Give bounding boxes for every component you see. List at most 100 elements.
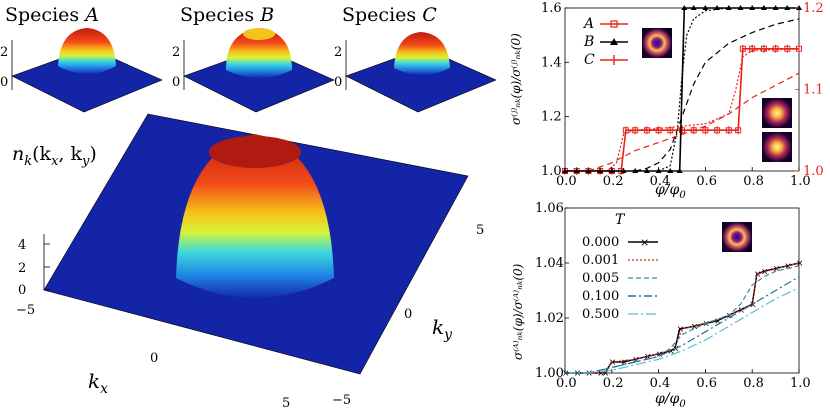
tr-point-B — [632, 168, 639, 173]
surface-dome — [176, 134, 334, 298]
tr-ytick-right-label: 1.2 — [803, 1, 824, 16]
br-point-T0: × — [702, 320, 710, 330]
br-series-0.500 — [565, 287, 800, 374]
inset-surface-b: 2 0 — [172, 28, 335, 113]
tr-point-B — [760, 5, 767, 10]
tr-xtick-label: 0.0 — [556, 174, 577, 189]
tr-series-B — [565, 7, 799, 172]
tr-point-B — [620, 168, 627, 173]
br-series-0.100 — [565, 276, 800, 374]
br-point-T0: × — [602, 369, 610, 379]
tr-point-B — [702, 5, 709, 10]
br-frame — [564, 207, 800, 374]
tr-point-B — [737, 5, 744, 10]
tr-ylabel: σ⁽ʲ⁾ₙₖ(φ)/σ⁽ʲ⁾ₙₖ(0) — [509, 33, 523, 125]
tr-point-B — [725, 5, 732, 10]
main-ytick-5: 5 — [476, 223, 484, 238]
tr-point-B — [796, 5, 802, 10]
br-point-T0: × — [677, 325, 685, 335]
br-ytick-label: 1.02 — [535, 311, 564, 326]
main-ztick-4: 4 — [18, 238, 26, 253]
br-point-T0: × — [644, 353, 652, 363]
main-ylabel: ky — [432, 315, 453, 343]
inset-b-ztick-2: 2 — [172, 45, 180, 60]
br-point-T0: × — [597, 369, 605, 379]
br-point-T0: × — [621, 358, 629, 368]
top-right-chart: 0.0 0.2 0.4 0.6 0.8 1.01.61.41.21.01.21.11.0 … — [509, 1, 824, 201]
tr-point-B — [714, 5, 721, 10]
tr-ytick-label: 1.6 — [541, 1, 562, 16]
main-ztick-0: 0 — [18, 283, 26, 298]
tr-ytick-label: 1.4 — [541, 55, 562, 70]
inset-surface-a: 2 0 — [0, 28, 163, 113]
main-ytick-neg5: −5 — [332, 393, 351, 408]
tr-point-B — [676, 168, 683, 173]
br-ytick-label: 1.06 — [535, 201, 564, 216]
br-point-T0: × — [691, 322, 699, 332]
br-point-T0: × — [574, 369, 582, 379]
tr-ytick-label: 1.2 — [541, 110, 562, 125]
bottom-right-chart: × × × ××× × × × × ××× × × ××××× × × × × 0.0 0.2 0.4 0.6 0.8… — [511, 201, 811, 410]
inset-a-ztick-2: 2 — [0, 45, 8, 60]
br-xtick-label: 0.4 — [650, 376, 671, 391]
br-series-0.005 — [565, 265, 800, 374]
br-point-T0: × — [773, 265, 781, 275]
br-legend-3: 0.100 — [582, 289, 619, 304]
tr-point-B — [784, 5, 791, 10]
br-point-T0: × — [754, 270, 762, 280]
br-xtick-label: 0.6 — [696, 376, 717, 391]
tr-density-ring — [642, 28, 672, 58]
tr-legend-a: A — [582, 16, 594, 32]
main-xtick-0: 0 — [150, 351, 158, 366]
br-ylabel: σ⁽ᴬ⁾ₙₖ(φ)/σ⁽ᴬ⁾ₙₖ(0) — [511, 263, 525, 360]
br-xtick-label: 0.2 — [603, 376, 624, 391]
br-ytick-label: 1.04 — [535, 256, 564, 271]
main-xtick-neg5: −5 — [16, 303, 35, 318]
br-legend-2: 0.005 — [582, 271, 619, 286]
br-legend-1: 0.001 — [582, 253, 619, 268]
br-xtick-label: 0.8 — [743, 376, 764, 391]
species-a-title: Species A — [5, 4, 99, 26]
tr-thermal-black-dashed — [635, 18, 800, 172]
inset-a-ztick-0: 0 — [0, 75, 8, 90]
br-xtick-label: 1.0 — [790, 376, 811, 391]
species-b-title: Species B — [180, 4, 274, 26]
br-point-T0: × — [672, 344, 680, 354]
tr-point-B — [643, 168, 650, 173]
tr-xtick-label: 1.0 — [790, 174, 811, 189]
tr-ytick-right-label: 1.1 — [803, 83, 824, 98]
br-point-T0: × — [714, 317, 722, 327]
br-density-ring — [722, 222, 752, 252]
tr-point-B — [690, 5, 697, 10]
br-point-T0: × — [667, 347, 675, 357]
br-point-T0: × — [726, 311, 734, 321]
br-point-T0: × — [585, 369, 593, 379]
br-legend: T 0.000 × 0.001 0.005 0.100 0.500 — [582, 212, 658, 322]
inset-b-ztick-0: 0 — [172, 75, 180, 90]
main-zlabel: nk(kx, ky) — [12, 143, 97, 169]
main-xlabel: kx — [88, 369, 108, 397]
tr-thermal-black-dotted — [658, 7, 799, 172]
tr-point-B — [597, 168, 604, 173]
tr-legend-b: B — [583, 34, 594, 50]
br-xtick-label: 0.0 — [556, 376, 577, 391]
br-point-T0: × — [609, 358, 617, 368]
main-surface-plot: 4 2 0 nk(kx, ky) −5 0 5 kx 5 0 −5 ky — [12, 113, 484, 411]
br-point-T0: × — [784, 262, 792, 272]
tr-point-B — [573, 168, 580, 173]
inset-c-ztick-0: 0 — [334, 75, 342, 90]
tr-point-B — [681, 5, 688, 10]
br-point-T0: × — [632, 355, 640, 365]
tr-xlabel: φ/φ0 — [655, 182, 686, 201]
tr-point-B — [667, 168, 674, 173]
main-ytick-0: 0 — [404, 307, 412, 322]
tr-legend-c: C — [584, 52, 595, 68]
br-point-T0: × — [562, 369, 570, 379]
br-legend-4: 0.500 — [582, 307, 619, 322]
tr-xtick-label: 0.4 — [650, 174, 671, 189]
tr-xtick-label: 0.2 — [603, 174, 624, 189]
tr-thermal-red-dotted — [606, 48, 800, 172]
species-c-title: Species C — [342, 4, 437, 26]
br-point-T0: × — [796, 259, 804, 269]
